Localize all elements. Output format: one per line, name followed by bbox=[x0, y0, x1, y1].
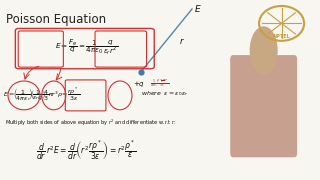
Text: NPTEL: NPTEL bbox=[273, 34, 291, 39]
Text: $\frac{1}{4\pi\varepsilon_r}\frac{\rho^* \frac{4}{3}\pi r^3}{3\varepsilon}$: $\frac{1}{4\pi\varepsilon_r}\frac{\rho^*… bbox=[150, 77, 170, 89]
FancyBboxPatch shape bbox=[231, 56, 296, 157]
Text: $E=\!\left(\!\dfrac{1}{4\pi\varepsilon_r}\!\right)\!\!\left(\!\dfrac{1}{\varepsi: $E=\!\left(\!\dfrac{1}{4\pi\varepsilon_r… bbox=[3, 87, 80, 104]
Text: $\dfrac{d}{dr}\,r^2 E = \dfrac{d}{dr}\!\left(r^2\dfrac{r\rho^*}{3\varepsilon}\ri: $\dfrac{d}{dr}\,r^2 E = \dfrac{d}{dr}\!\… bbox=[36, 138, 137, 162]
Circle shape bbox=[250, 27, 277, 74]
Text: $E$: $E$ bbox=[194, 3, 201, 15]
Text: Poisson Equation: Poisson Equation bbox=[6, 13, 107, 26]
Text: Multiply both sides of above equation by $r^2$ and differentiate w.r.t r:: Multiply both sides of above equation by… bbox=[5, 118, 176, 129]
Text: $E = \dfrac{F_e}{q} = \dfrac{1}{4\pi\varepsilon_0}\dfrac{q}{\varepsilon_r r^2}$: $E = \dfrac{F_e}{q} = \dfrac{1}{4\pi\var… bbox=[55, 37, 118, 57]
Text: $where\;\;\varepsilon = \varepsilon_0\varepsilon_r$: $where\;\;\varepsilon = \varepsilon_0\va… bbox=[141, 89, 188, 98]
Text: $+q$: $+q$ bbox=[133, 79, 145, 89]
Text: $r$: $r$ bbox=[179, 35, 185, 46]
